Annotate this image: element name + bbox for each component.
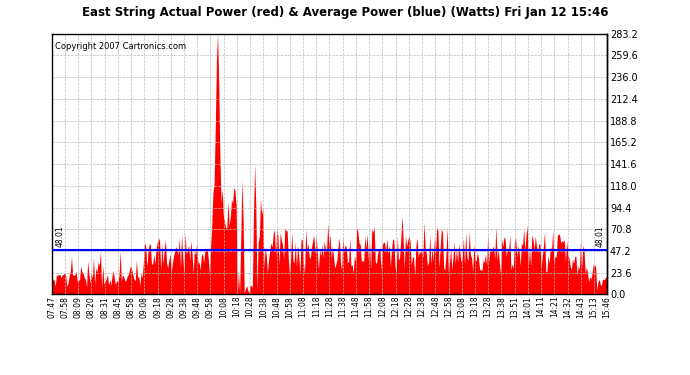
Text: East String Actual Power (red) & Average Power (blue) (Watts) Fri Jan 12 15:46: East String Actual Power (red) & Average…: [81, 6, 609, 19]
Text: 48.01: 48.01: [55, 226, 64, 248]
Text: Copyright 2007 Cartronics.com: Copyright 2007 Cartronics.com: [55, 42, 186, 51]
Text: 48.01: 48.01: [596, 226, 605, 248]
